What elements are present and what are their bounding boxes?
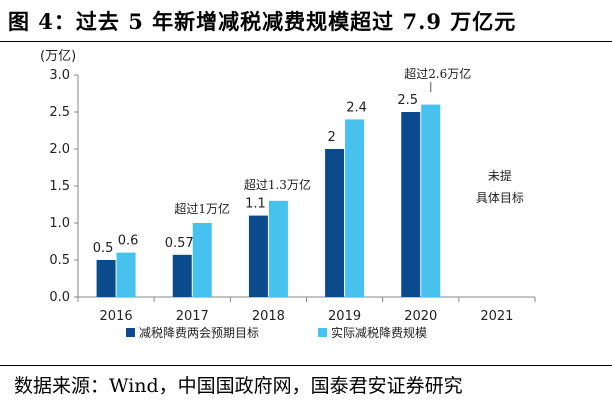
x-tick-label: 2018	[252, 309, 285, 324]
bar-actual	[192, 223, 212, 297]
bar-target	[325, 149, 345, 297]
top-rule	[0, 41, 612, 42]
x-tick-label: 2021	[480, 309, 513, 324]
legend-label: 实际减税降费规模	[331, 325, 427, 340]
bar-target	[172, 254, 192, 297]
annotation-label: 具体目标	[476, 191, 524, 205]
legend-label: 减税降费两会预期目标	[139, 326, 259, 340]
bottom-rule	[0, 365, 612, 366]
data-label: 1.1	[245, 197, 266, 212]
bar-actual	[116, 252, 136, 297]
bar-chart: (万亿) 0.0 0.5 1.0 1.5 2.0 2.5 3.0 2016 2017 2018 201…	[40, 49, 536, 340]
bar-actual	[421, 104, 441, 297]
bar-target	[401, 112, 421, 297]
legend-swatch	[126, 328, 135, 337]
y-tick-label: 0.0	[49, 290, 70, 305]
data-label: 0.5	[93, 241, 114, 256]
x-tick-label: 2020	[404, 309, 437, 324]
y-tick-label: 3.0	[49, 68, 70, 83]
annotation-label: 超过1万亿	[174, 201, 230, 216]
source-note: 数据来源：Wind，中国国政府网，国泰君安证券研究	[14, 375, 463, 397]
annotation-label: 未提	[488, 168, 512, 183]
y-axis-unit-label: (万亿)	[40, 49, 76, 64]
x-tick-label: 2016	[100, 309, 133, 324]
figure-title: 图 4：过去 5 年新增减税减费规模超过 7.9 万亿元	[8, 9, 517, 34]
y-tick-label: 2.5	[49, 105, 70, 120]
annotation-label: 超过1.3万亿	[244, 177, 311, 192]
y-tick-label: 0.5	[49, 253, 70, 268]
bar-actual	[345, 119, 365, 298]
y-tick-label: 1.0	[49, 216, 70, 231]
data-label: 2.5	[397, 93, 418, 108]
bar-actual	[268, 200, 288, 297]
x-tick-label: 2019	[328, 309, 361, 324]
bar-target	[96, 260, 116, 297]
y-tick-label: 1.5	[49, 179, 70, 194]
bar-target	[248, 215, 268, 297]
data-label: 2.4	[346, 100, 367, 115]
y-tick-label: 2.0	[49, 142, 70, 157]
data-label: 0.6	[118, 234, 139, 249]
x-tick-label: 2017	[176, 309, 209, 324]
data-label: 0.57	[165, 236, 194, 251]
annotation-label: 超过2.6万亿	[404, 66, 471, 81]
legend-swatch	[318, 328, 327, 337]
data-label: 2	[327, 130, 335, 145]
